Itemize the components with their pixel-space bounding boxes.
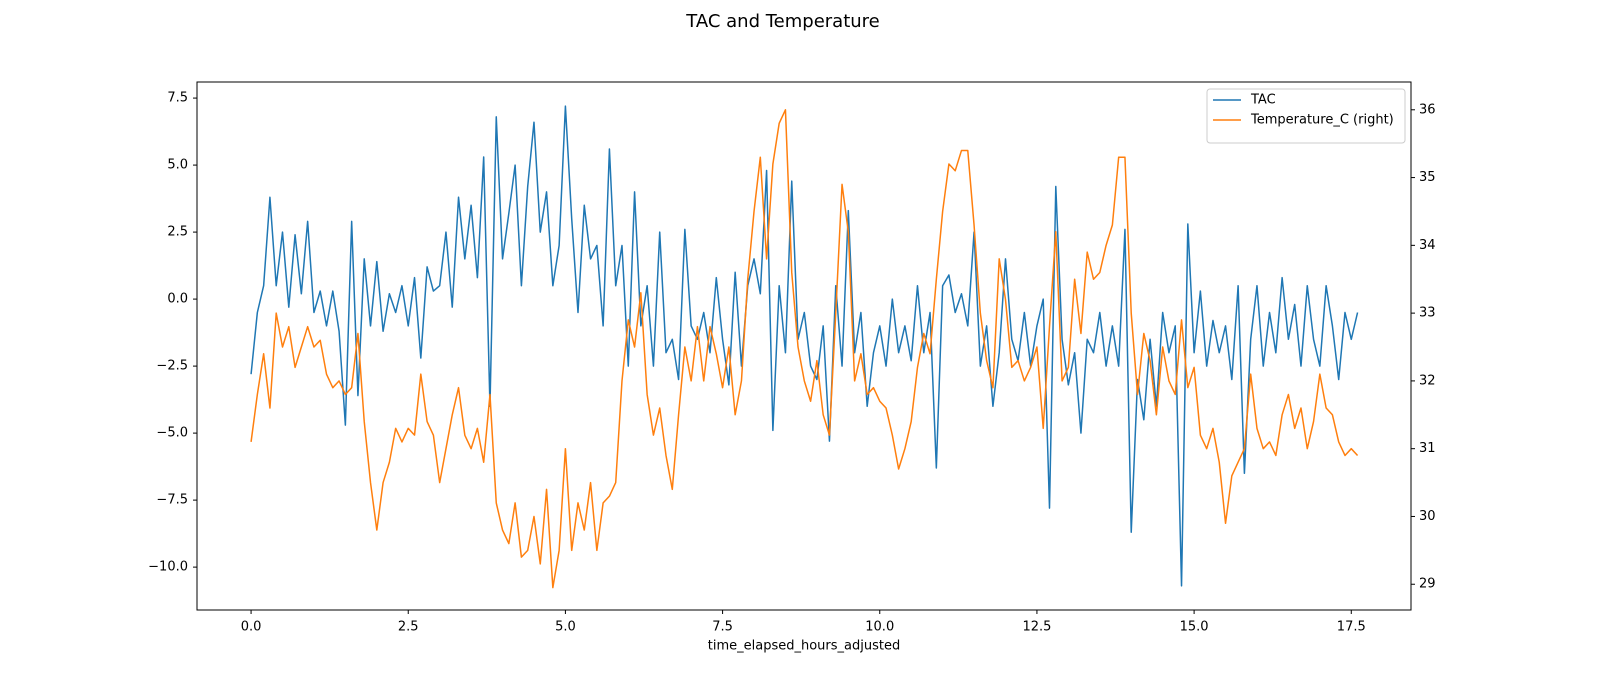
y-tick-label: 0.0	[167, 292, 188, 307]
y-tick-label: 7.5	[167, 91, 188, 106]
legend-label: Temperature_C (right)	[1250, 113, 1394, 128]
y-tick-label: −5.0	[156, 426, 188, 441]
y2-tick-label: 33	[1419, 306, 1436, 321]
data-line	[250, 105, 1359, 587]
legend-box	[1206, 88, 1406, 144]
y-tick-label: 5.0	[167, 158, 188, 173]
x-tick-label: 10.0	[865, 620, 894, 635]
y-tick-label: −10.0	[148, 560, 188, 575]
data-line	[250, 109, 1359, 589]
x-tick-label: 15.0	[1180, 620, 1209, 635]
y2-tick-label: 31	[1419, 441, 1436, 456]
plot-frame	[196, 81, 1412, 611]
x-tick-label: 0.0	[241, 620, 262, 635]
y2-tick-label: 36	[1419, 102, 1436, 117]
y-tick-label: −7.5	[156, 493, 188, 508]
x-tick-label: 5.0	[555, 620, 576, 635]
y2-tick-label: 30	[1419, 509, 1436, 524]
chart-title: TAC and Temperature	[685, 11, 880, 32]
y-tick-label: 2.5	[167, 225, 188, 240]
y2-tick-label: 35	[1419, 170, 1436, 185]
y2-tick-label: 29	[1419, 577, 1436, 592]
y2-tick-label: 32	[1419, 373, 1436, 388]
x-axis-label: time_elapsed_hours_adjusted	[708, 639, 900, 654]
x-tick-label: 17.5	[1337, 620, 1366, 635]
x-tick-label: 7.5	[712, 620, 733, 635]
y2-tick-label: 34	[1419, 238, 1436, 253]
legend-label: TAC	[1250, 93, 1276, 108]
x-tick-label: 12.5	[1022, 620, 1051, 635]
x-tick-label: 2.5	[398, 620, 419, 635]
y-tick-label: −2.5	[156, 359, 188, 374]
